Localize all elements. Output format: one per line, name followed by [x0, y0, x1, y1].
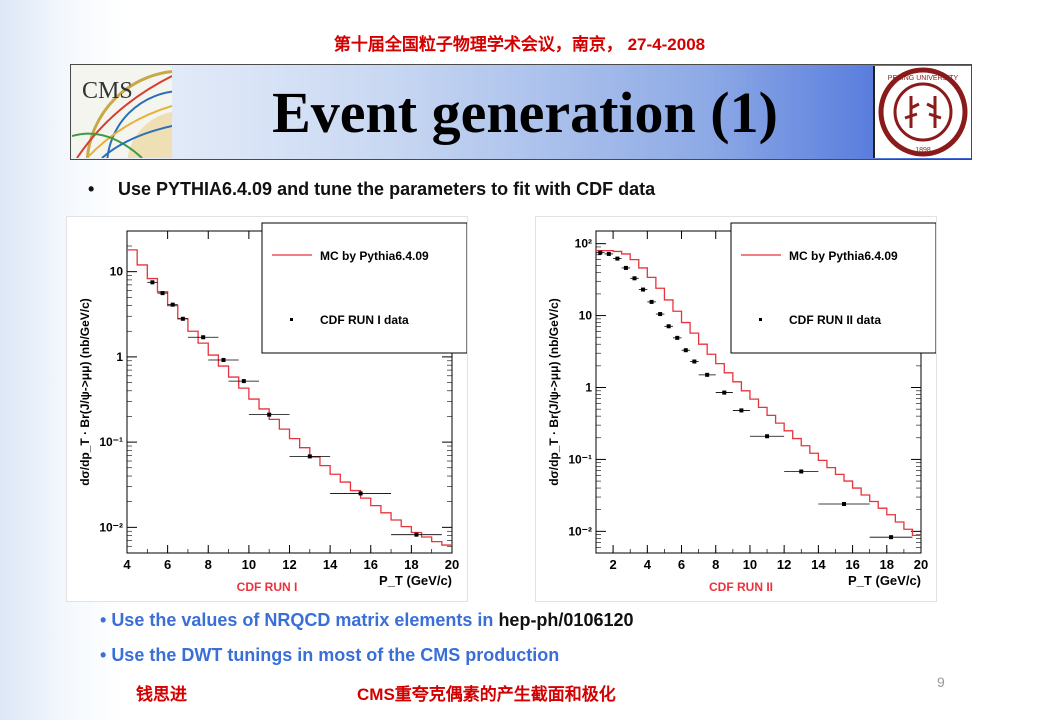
data-point: [623, 265, 628, 270]
x-tick-label: 16: [845, 557, 859, 572]
x-tick-label: 4: [123, 557, 131, 572]
chart-cdf-run2: 2 4 6 8 10 12 14 16 18 20 10² 10 1 10⁻¹ 10⁻² P_T (GeV/c…: [547, 222, 936, 594]
x-tick-label: 6: [678, 557, 685, 572]
data-point: [722, 390, 727, 395]
intro-bullet: • Use PYTHIA6.4.09 and tune the parameter…: [88, 179, 655, 200]
x-tick-label: 4: [644, 557, 652, 572]
footer-author: 钱思进: [136, 685, 187, 704]
data-point: [598, 250, 603, 255]
data-point: [632, 276, 637, 281]
intro-bullet-text: Use PYTHIA6.4.09 and tune the parameters…: [118, 179, 656, 199]
bullet-nrqcd-text: Use the values of NRQCD matrix elements …: [111, 610, 499, 630]
data-point: [170, 302, 175, 307]
y-tick-label: 1: [585, 381, 592, 395]
x-tick-label: 18: [404, 557, 418, 572]
x-tick-label: 6: [164, 557, 171, 572]
data-point: [201, 335, 206, 340]
y-tick-label: 10⁻¹: [568, 452, 592, 466]
data-point: [842, 502, 847, 507]
x-tick-label: 8: [712, 557, 719, 572]
bullet-dot: •: [88, 179, 95, 199]
title-bar: [70, 64, 972, 160]
data-point: [658, 312, 663, 317]
y-tick-label: 10²: [575, 237, 592, 251]
legend-data-swatch: [290, 318, 293, 321]
y-tick-label: 10⁻¹: [99, 435, 123, 449]
data-point: [692, 359, 697, 364]
y-tick-label: 10: [579, 309, 593, 323]
bullet-dwt-text: Use the DWT tunings in most of the CMS p…: [111, 645, 560, 665]
chart-cdf-run1: 4 6 8 10 12 14 16 18 20 10 1 10⁻¹ 10⁻² P_T (GeV/c) dσ/…: [78, 222, 467, 594]
svg-text:1898: 1898: [915, 147, 931, 154]
data-point: [414, 532, 419, 537]
svg-text:PEKING UNIVERSITY: PEKING UNIVERSITY: [888, 75, 959, 82]
data-point: [675, 335, 680, 340]
legend-data-swatch: [759, 318, 762, 321]
data-point: [150, 280, 155, 285]
y-tick-label: 10⁻²: [568, 524, 592, 538]
legend-mc-label: MC by Pythia6.4.09: [789, 249, 898, 263]
data-point: [221, 357, 226, 362]
pku-logo: PEKING UNIVERSITY 1898: [873, 66, 971, 158]
data-point: [615, 256, 620, 261]
legend-mc-label: MC by Pythia6.4.09: [320, 249, 429, 263]
data-point: [358, 491, 363, 496]
data-point: [799, 469, 804, 474]
data-point: [241, 379, 246, 384]
x-tick-label: 12: [777, 557, 791, 572]
data-point: [739, 408, 744, 413]
y-axis-label: dσ/dp_T · Br(J/ψ->μμ) (nb/GeV/c): [78, 298, 92, 486]
data-point: [641, 287, 646, 292]
plot-cdf-run1: 4 6 8 10 12 14 16 18 20 10 1 10⁻¹ 10⁻² P_T (GeV/c) dσ/…: [66, 216, 468, 602]
data-point: [889, 535, 894, 540]
bullet-dwt: • Use the DWT tunings in most of the CMS…: [100, 645, 560, 665]
plot-cdf-run2: 2 4 6 8 10 12 14 16 18 20 10² 10 1 10⁻¹ 10⁻² P_T (GeV/c…: [535, 216, 937, 602]
data-point: [666, 324, 671, 329]
data-point: [705, 372, 710, 377]
x-tick-label: 18: [880, 557, 894, 572]
data-point: [160, 291, 165, 296]
x-tick-label: 2: [609, 557, 616, 572]
data-point: [606, 251, 611, 256]
x-tick-label: 12: [282, 557, 296, 572]
chart-caption: CDF RUN II: [709, 580, 773, 594]
x-tick-label: 14: [323, 557, 338, 572]
x-tick-label: 14: [811, 557, 826, 572]
data-point: [765, 434, 770, 439]
x-tick-label: 20: [914, 557, 928, 572]
cms-logo: CMS: [72, 66, 172, 158]
conference-header: 第十届全国粒子物理学术会议，南京， 27-4-2008: [333, 35, 706, 54]
y-tick-label: 10⁻²: [99, 520, 123, 534]
y-tick-label: 1: [116, 350, 123, 364]
legend-box: [730, 222, 936, 354]
data-point: [180, 316, 185, 321]
x-axis-label: P_T (GeV/c): [848, 573, 921, 588]
data-point: [267, 412, 272, 417]
x-tick-label: 10: [242, 557, 256, 572]
cms-logo-text: CMS: [82, 78, 133, 104]
y-tick-label: 10: [110, 265, 124, 279]
legend-data-label: CDF RUN I data: [320, 313, 409, 327]
data-point: [683, 348, 688, 353]
mc-histogram-series: [596, 249, 921, 536]
x-tick-label: 20: [445, 557, 459, 572]
x-tick-label: 10: [743, 557, 757, 572]
page-number: 9: [937, 674, 945, 690]
slide-title: Event generation (1): [272, 80, 778, 145]
x-tick-label: 8: [205, 557, 212, 572]
legend-data-label: CDF RUN II data: [789, 313, 881, 327]
bullet-nrqcd: • Use the values of NRQCD matrix element…: [100, 610, 634, 630]
chart-caption: CDF RUN I: [237, 580, 298, 594]
hep-ph-reference: hep-ph/0106120: [498, 610, 634, 630]
data-point: [649, 299, 654, 304]
footer-topic: CMS重夸克偶素的产生截面和极化: [357, 685, 616, 704]
bottom-bullets: • Use the values of NRQCD matrix element…: [100, 608, 634, 678]
y-axis-label: dσ/dp_T · Br(J/ψ->μμ) (nb/GeV/c): [547, 298, 561, 486]
data-point: [307, 454, 312, 459]
x-axis-label: P_T (GeV/c): [379, 573, 452, 588]
x-tick-label: 16: [364, 557, 378, 572]
legend-box: [261, 222, 467, 354]
